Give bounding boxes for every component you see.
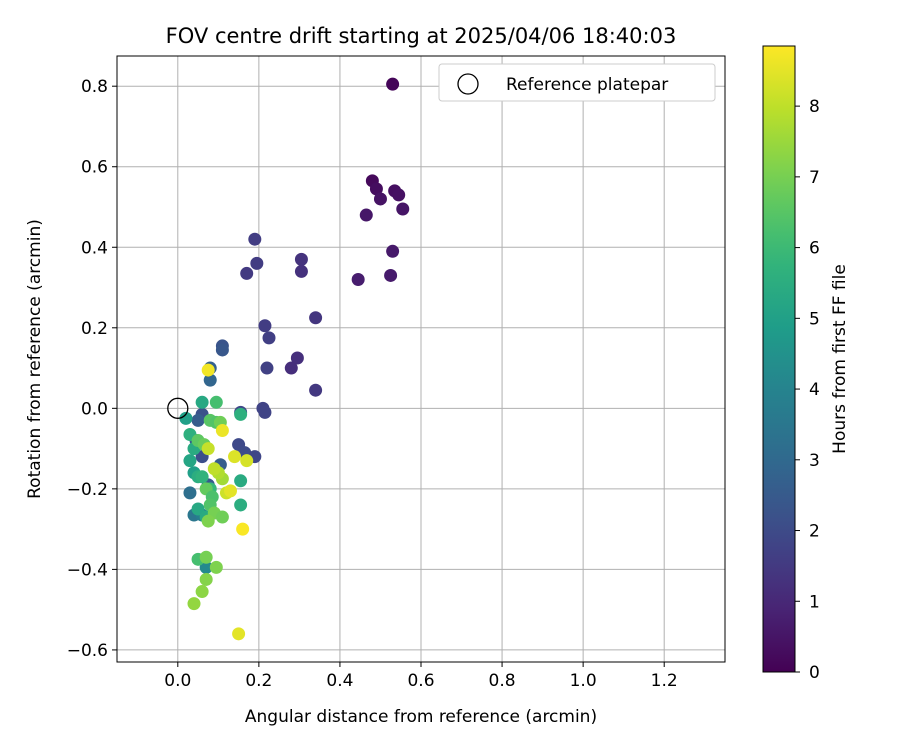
x-tick-label: 1.2 xyxy=(651,671,678,691)
data-point xyxy=(199,550,213,564)
data-point xyxy=(386,244,400,258)
data-point xyxy=(309,383,323,397)
colorbar-tick-label: 8 xyxy=(809,97,820,117)
x-axis: 0.0 0.2 0.4 0.6 0.8 1.0 1.2 xyxy=(164,662,678,691)
data-point xyxy=(262,331,276,345)
legend-label-reference: Reference platepar xyxy=(506,75,668,95)
data-point xyxy=(199,572,213,586)
y-tick-label: 0.0 xyxy=(81,399,108,419)
y-tick-label: −0.4 xyxy=(67,560,108,580)
y-tick-label: −0.2 xyxy=(67,480,108,500)
data-point xyxy=(195,395,209,409)
data-point xyxy=(191,413,205,427)
colorbar-tick-label: 0 xyxy=(809,663,820,683)
data-point xyxy=(248,232,262,246)
data-point xyxy=(294,264,308,278)
colorbar-tick-label: 2 xyxy=(809,522,820,542)
y-tick-label: 0.8 xyxy=(81,77,108,97)
data-point xyxy=(187,597,201,611)
colorbar xyxy=(762,45,796,673)
data-point xyxy=(179,411,193,425)
data-point xyxy=(228,450,242,464)
colorbar-label: Hours from first FF file xyxy=(830,264,850,454)
scatter-series xyxy=(167,77,410,641)
x-tick-label: 0.4 xyxy=(326,671,353,691)
legend: Reference platepar xyxy=(438,63,716,102)
reference-marker xyxy=(167,397,189,419)
colorbar-tick-label: 7 xyxy=(809,168,820,188)
data-point xyxy=(294,252,308,266)
y-axis: 0.8 0.6 0.4 0.2 0.0 −0.2 −0.4 −0.6 xyxy=(67,77,117,661)
y-axis-label: Rotation from reference (arcmin) xyxy=(25,219,45,499)
y-tick-label: −0.6 xyxy=(67,641,108,661)
data-point xyxy=(203,373,217,387)
data-point xyxy=(290,351,304,365)
data-point xyxy=(386,77,400,91)
data-point xyxy=(240,454,254,468)
data-point xyxy=(183,454,197,468)
data-point xyxy=(195,470,209,484)
data-point xyxy=(207,462,221,476)
data-point xyxy=(234,474,248,488)
x-tick-label: 0.2 xyxy=(245,671,272,691)
data-point xyxy=(234,407,248,421)
data-point xyxy=(201,363,215,377)
data-point xyxy=(215,510,229,524)
data-point xyxy=(234,498,248,512)
data-point xyxy=(232,627,246,641)
chart-title: FOV centre drift starting at 2025/04/06 … xyxy=(166,24,677,48)
data-point xyxy=(359,208,373,222)
data-point xyxy=(369,182,383,196)
colorbar-tick-label: 3 xyxy=(809,451,820,471)
data-point xyxy=(195,585,209,599)
data-point xyxy=(201,514,215,528)
data-point xyxy=(215,423,229,437)
data-point xyxy=(250,256,264,270)
y-tick-label: 0.4 xyxy=(81,238,108,258)
data-point xyxy=(396,202,410,216)
data-point xyxy=(351,272,365,286)
legend-marker-reference xyxy=(457,73,479,95)
colorbar-axis: 0 1 2 3 4 5 6 7 8 xyxy=(795,97,820,683)
data-point xyxy=(309,311,323,325)
data-point xyxy=(384,268,398,282)
data-point xyxy=(201,442,215,456)
colorbar-tick-label: 1 xyxy=(809,592,820,612)
data-point xyxy=(240,266,254,280)
x-axis-label: Angular distance from reference (arcmin) xyxy=(245,707,597,727)
colorbar-tick-label: 6 xyxy=(809,239,820,259)
colorbar-tick-label: 4 xyxy=(809,380,820,400)
data-point xyxy=(209,560,223,574)
data-point xyxy=(284,361,298,375)
x-tick-label: 0.6 xyxy=(407,671,434,691)
data-point xyxy=(258,405,272,419)
data-point xyxy=(260,361,274,375)
data-point xyxy=(209,395,223,409)
data-point xyxy=(392,188,406,202)
x-tick-label: 1.0 xyxy=(570,671,597,691)
data-point xyxy=(199,560,213,574)
data-point xyxy=(236,522,250,536)
data-point xyxy=(223,484,237,498)
data-point xyxy=(373,192,387,206)
y-tick-label: 0.6 xyxy=(81,158,108,178)
x-tick-label: 0.8 xyxy=(489,671,516,691)
y-tick-label: 0.2 xyxy=(81,319,108,339)
colorbar-tick-label: 5 xyxy=(809,309,820,329)
data-point xyxy=(215,343,229,357)
data-point xyxy=(183,486,197,500)
data-point xyxy=(191,502,205,516)
x-tick-label: 0.0 xyxy=(164,671,191,691)
data-point xyxy=(258,319,272,333)
legend-box xyxy=(438,63,716,102)
